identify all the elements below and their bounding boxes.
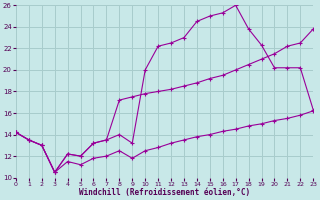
X-axis label: Windchill (Refroidissement éolien,°C): Windchill (Refroidissement éolien,°C) — [79, 188, 250, 197]
